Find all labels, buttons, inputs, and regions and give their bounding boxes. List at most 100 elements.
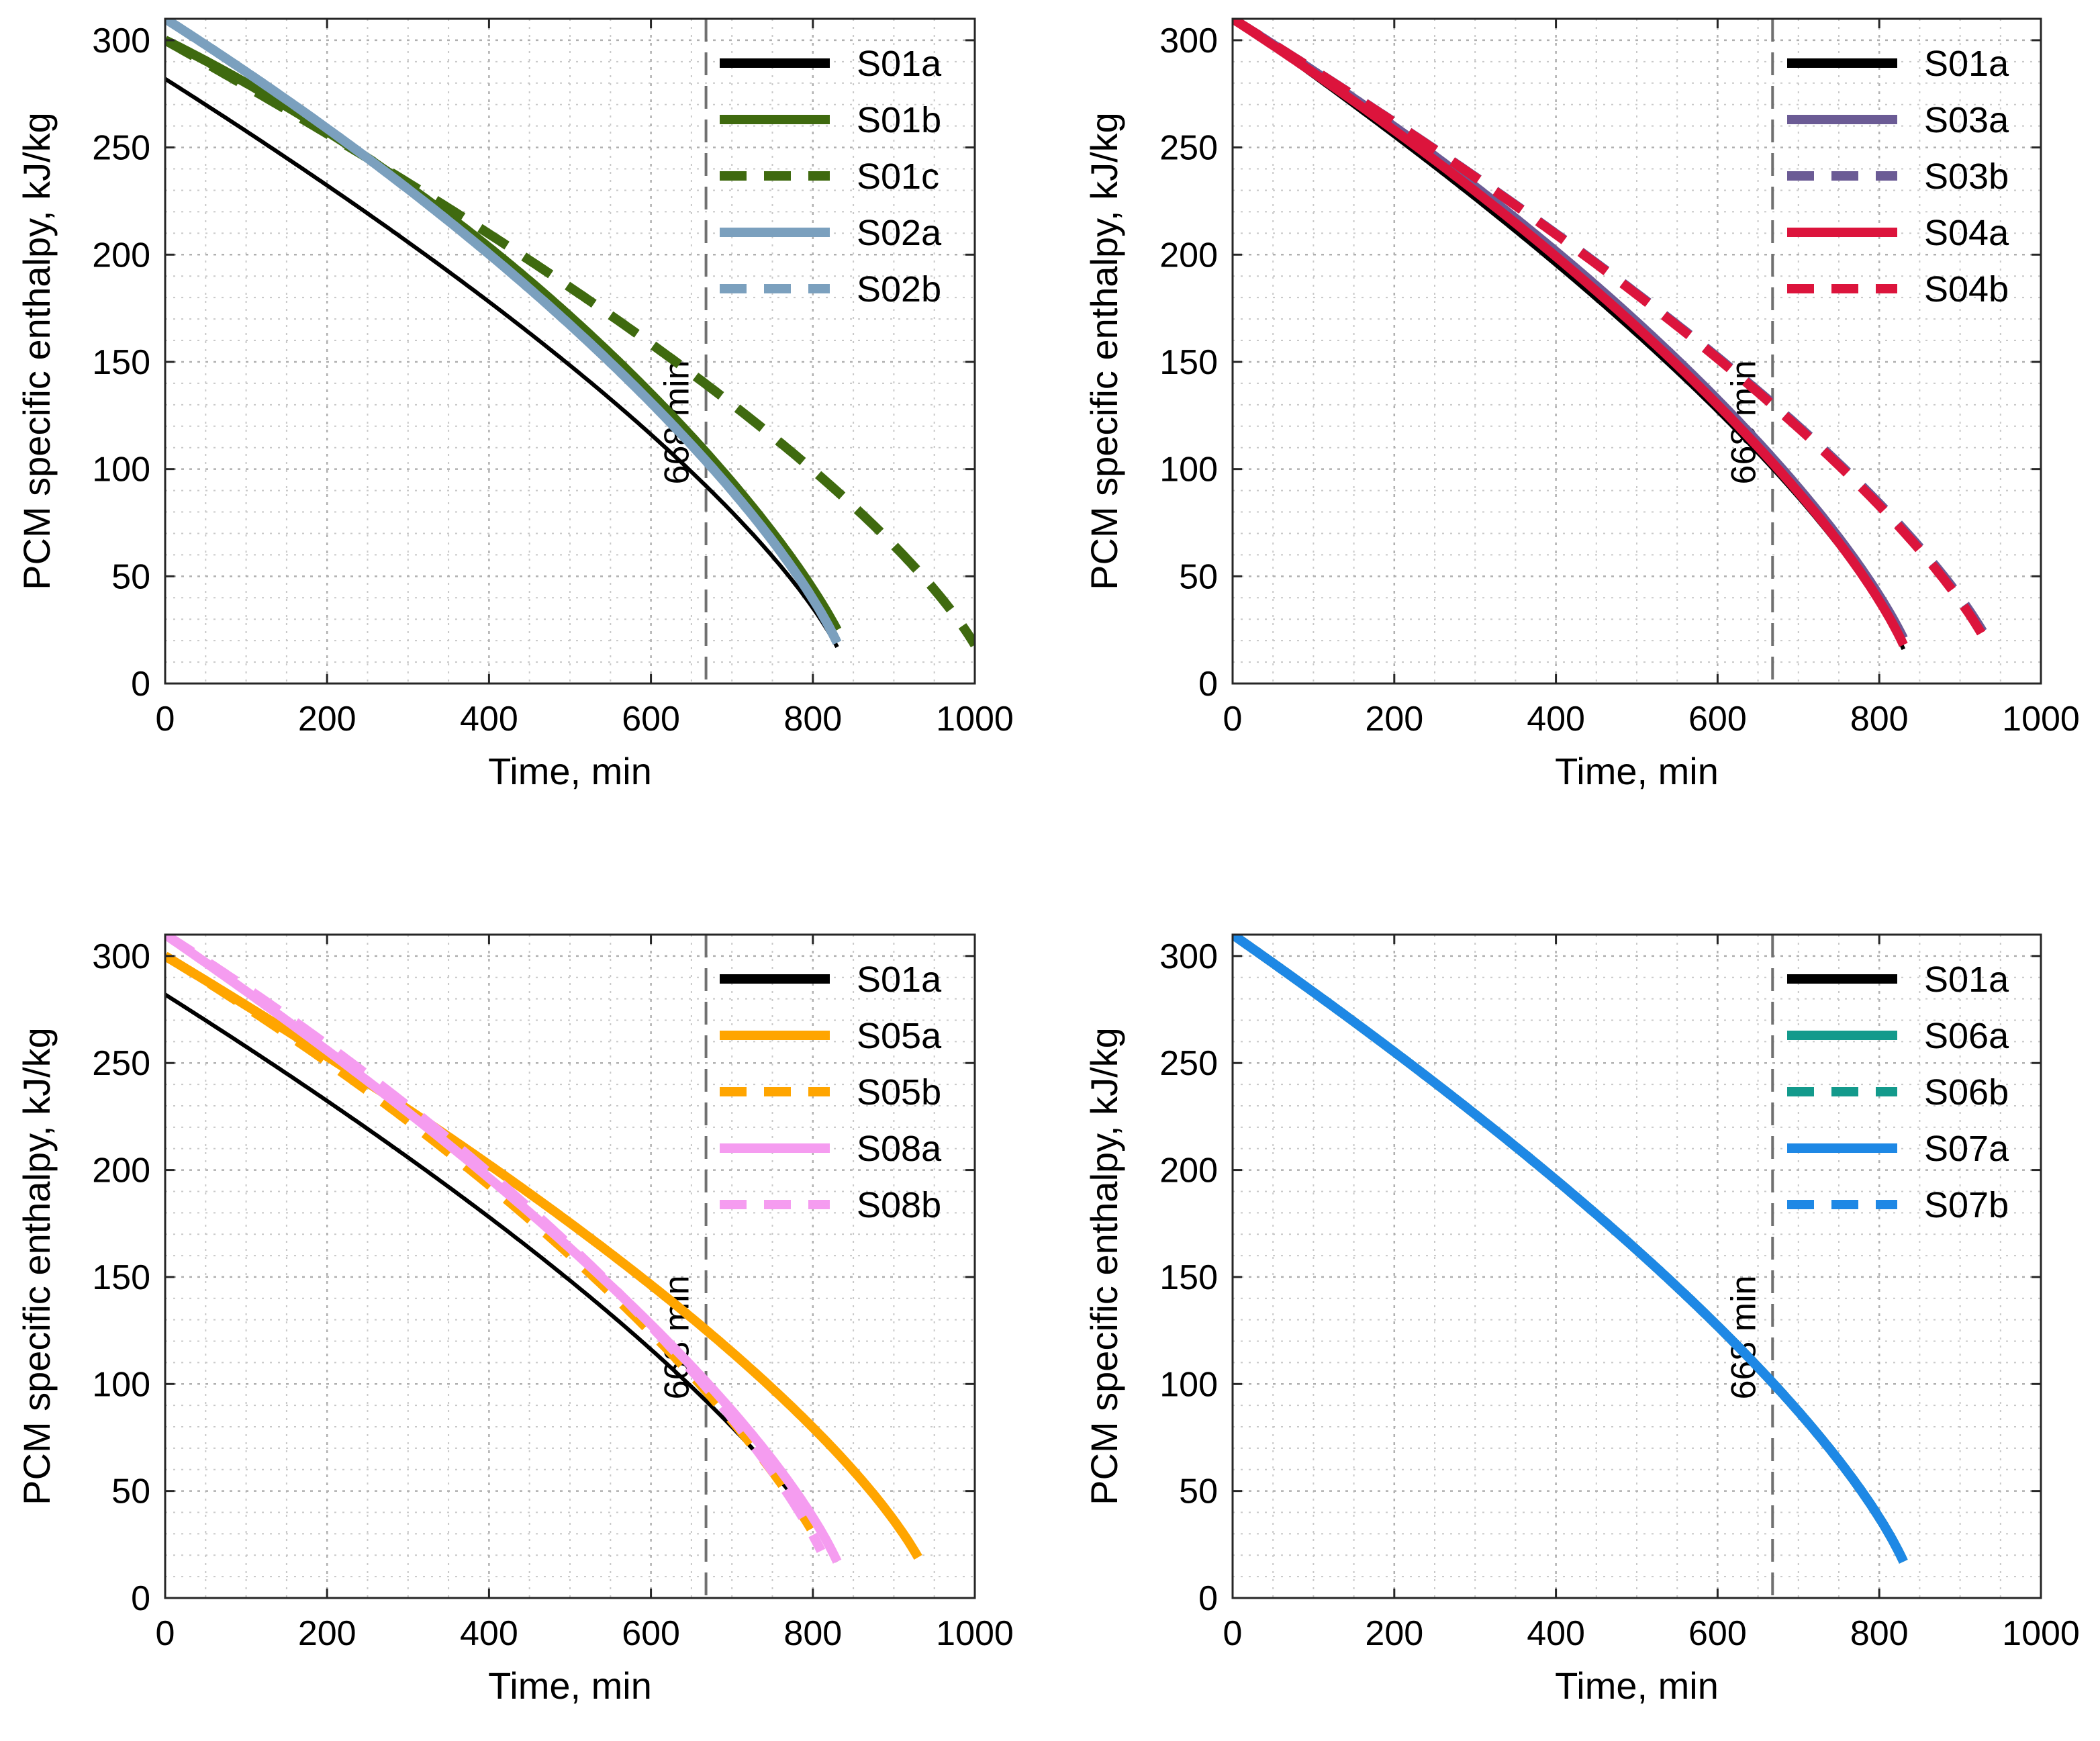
legend-label-S08b: S08b (857, 1185, 941, 1225)
x-tick-label: 400 (1527, 700, 1585, 739)
y-tick-label: 150 (92, 343, 150, 382)
axes-frame (1231, 17, 2042, 685)
legend-label-S01a: S01a (857, 959, 942, 1000)
x-tick-label: 800 (783, 1614, 842, 1653)
legend-label-S03a: S03a (1924, 100, 2009, 140)
y-tick-label: 50 (111, 557, 150, 596)
x-axis-title: Time, min (1555, 1664, 1719, 1707)
x-tick-label: 800 (783, 700, 842, 739)
series-line-S01a (165, 992, 839, 1563)
legend-label-S04a: S04a (1924, 213, 2009, 253)
legend-label-S06a: S06a (1924, 1016, 2009, 1056)
y-tick-label: 0 (1198, 1579, 1218, 1618)
y-tick-label: 300 (1159, 21, 1218, 60)
x-tick-label: 0 (1223, 700, 1243, 739)
x-tick-label: 600 (622, 700, 680, 739)
legend-label-S01c: S01c (857, 156, 939, 197)
x-tick-label: 800 (1850, 1614, 1909, 1653)
y-tick-label: 300 (92, 21, 150, 60)
y-tick-label: 150 (1159, 343, 1218, 382)
legend-label-S08a: S08a (857, 1129, 942, 1169)
series-layer (165, 935, 922, 1564)
legend-label-S05b: S05b (857, 1072, 941, 1113)
x-tick-label: 1000 (2002, 1614, 2080, 1653)
legend-label-S05a: S05a (857, 1016, 942, 1056)
axes-frame (1231, 933, 2042, 1599)
x-tick-label: 0 (1223, 1614, 1243, 1653)
x-tick-label: 600 (1688, 700, 1747, 739)
legend: S01a S06a S06b S07a S07b (1787, 959, 2009, 1225)
legend-label-S02b: S02b (857, 269, 941, 310)
x-axis-title: Time, min (488, 750, 652, 792)
x-tick-label: 800 (1850, 700, 1909, 739)
y-tick-label: 250 (92, 129, 150, 168)
x-tick-label: 0 (156, 700, 175, 739)
y-tick-label: 50 (111, 1472, 150, 1511)
y-tick-label: 300 (92, 937, 150, 976)
y-tick-label: 100 (92, 451, 150, 489)
series-layer (165, 19, 975, 649)
series-layer (1233, 935, 1908, 1564)
legend-label-S04b: S04b (1924, 269, 2009, 310)
axes-frame (164, 933, 976, 1599)
x-tick-label: 200 (298, 1614, 356, 1653)
legend-label-S01a: S01a (1924, 44, 2009, 84)
y-tick-label: 250 (92, 1044, 150, 1083)
y-tick-label: 200 (92, 236, 150, 275)
x-tick-label: 400 (460, 1614, 518, 1653)
y-tick-label: 100 (1159, 451, 1218, 489)
y-axis-title: PCM specific enthalpy, kJ/kg (1083, 1027, 1125, 1505)
legend-label-S07b: S07b (1924, 1185, 2009, 1225)
y-tick-label: 200 (1159, 236, 1218, 275)
legend: S01a S01b S01c S02a S02b (720, 44, 942, 310)
series-line-S05b (165, 951, 826, 1549)
y-tick-label: 150 (1159, 1258, 1218, 1297)
legend-label-S01a: S01a (1924, 959, 2009, 1000)
x-tick-label: 200 (1365, 700, 1423, 739)
x-tick-label: 600 (1688, 1614, 1747, 1653)
y-tick-label: 100 (92, 1365, 150, 1404)
y-tick-label: 200 (92, 1151, 150, 1190)
y-tick-label: 250 (1159, 129, 1218, 168)
x-tick-label: 0 (156, 1614, 175, 1653)
x-tick-label: 1000 (2002, 700, 2080, 739)
series-line-S02b (165, 19, 842, 645)
legend-label-S02a: S02a (857, 213, 942, 253)
x-tick-label: 400 (1527, 1614, 1585, 1653)
y-tick-label: 0 (131, 665, 150, 704)
legend-label-S01a: S01a (857, 44, 942, 84)
axes-frame (164, 17, 976, 685)
series-line-S08b (165, 935, 826, 1554)
y-tick-label: 50 (1179, 1472, 1218, 1511)
legend-label-S01b: S01b (857, 100, 941, 140)
legend-label-S07a: S07a (1924, 1129, 2009, 1169)
series-line-S05a (165, 951, 922, 1560)
y-tick-label: 50 (1179, 557, 1218, 596)
x-axis-title: Time, min (1555, 750, 1719, 792)
legend: S01a S05a S05b S08a S08b (720, 959, 942, 1225)
y-tick-label: 200 (1159, 1151, 1218, 1190)
x-tick-label: 1000 (936, 700, 1014, 739)
y-tick-label: 250 (1159, 1044, 1218, 1083)
legend-label-S03b: S03b (1924, 156, 2009, 197)
x-tick-label: 600 (622, 1614, 680, 1653)
y-tick-label: 100 (1159, 1365, 1218, 1404)
x-tick-label: 1000 (936, 1614, 1014, 1653)
x-tick-label: 200 (298, 700, 356, 739)
x-tick-label: 400 (460, 700, 518, 739)
y-axis-title: PCM specific enthalpy, kJ/kg (15, 112, 58, 590)
legend: S01a S03a S03b S04a S04b (1787, 44, 2009, 310)
y-axis-title: PCM specific enthalpy, kJ/kg (15, 1027, 58, 1505)
y-tick-label: 0 (1198, 665, 1218, 704)
x-axis-title: Time, min (488, 1664, 652, 1707)
series-line-S01c (165, 36, 975, 648)
y-tick-label: 150 (92, 1258, 150, 1297)
x-tick-label: 200 (1365, 1614, 1423, 1653)
series-line-S01a (165, 77, 839, 649)
y-tick-label: 0 (131, 1579, 150, 1618)
